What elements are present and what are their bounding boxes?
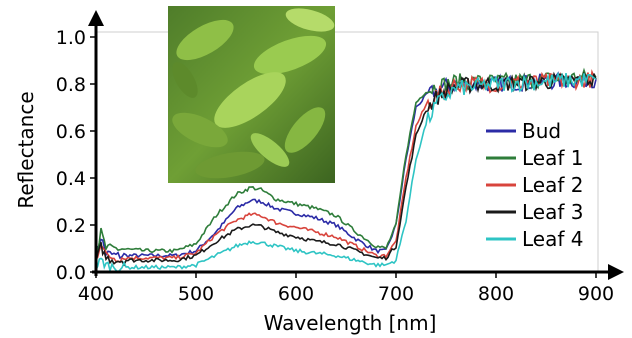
legend: Bud Leaf 1 Leaf 2 Leaf 3 Leaf 4 (486, 119, 583, 251)
y-tick-label-0.0: 0.0 (56, 262, 86, 284)
ticks-layer: 400 500 600 700 800 900 0.0 0.2 0.4 0.6 0.8 1.0 (56, 27, 614, 305)
legend-label-leaf-1: Leaf 1 (522, 146, 583, 170)
y-axis-arrow (88, 10, 104, 26)
legend-label-leaf-2: Leaf 2 (522, 173, 583, 197)
x-axis-arrow (608, 264, 624, 280)
series-layer (95, 67, 597, 274)
x-tick-label-900: 900 (578, 283, 614, 305)
x-tick-label-800: 800 (478, 283, 514, 305)
leaf-photo (168, 6, 335, 183)
y-tick-label-0.2: 0.2 (56, 215, 86, 237)
x-tick-label-400: 400 (78, 283, 114, 305)
y-tick-label-1.0: 1.0 (56, 27, 86, 49)
x-tick-label-500: 500 (178, 283, 214, 305)
series-line-leaf-3 (95, 71, 597, 267)
x-tick-label-700: 700 (378, 283, 414, 305)
y-tick-label-0.6: 0.6 (56, 121, 86, 143)
y-axis-title: Reflectance (14, 91, 38, 208)
y-tick-label-0.4: 0.4 (56, 168, 86, 190)
legend-label-leaf-4: Leaf 4 (522, 227, 583, 251)
series-line-leaf-4 (95, 71, 597, 274)
legend-label-bud: Bud (522, 119, 561, 143)
y-tick-label-0.8: 0.8 (56, 74, 86, 96)
x-tick-label-600: 600 (278, 283, 314, 305)
x-axis-title: Wavelength [nm] (264, 311, 437, 335)
legend-label-leaf-3: Leaf 3 (522, 200, 583, 224)
